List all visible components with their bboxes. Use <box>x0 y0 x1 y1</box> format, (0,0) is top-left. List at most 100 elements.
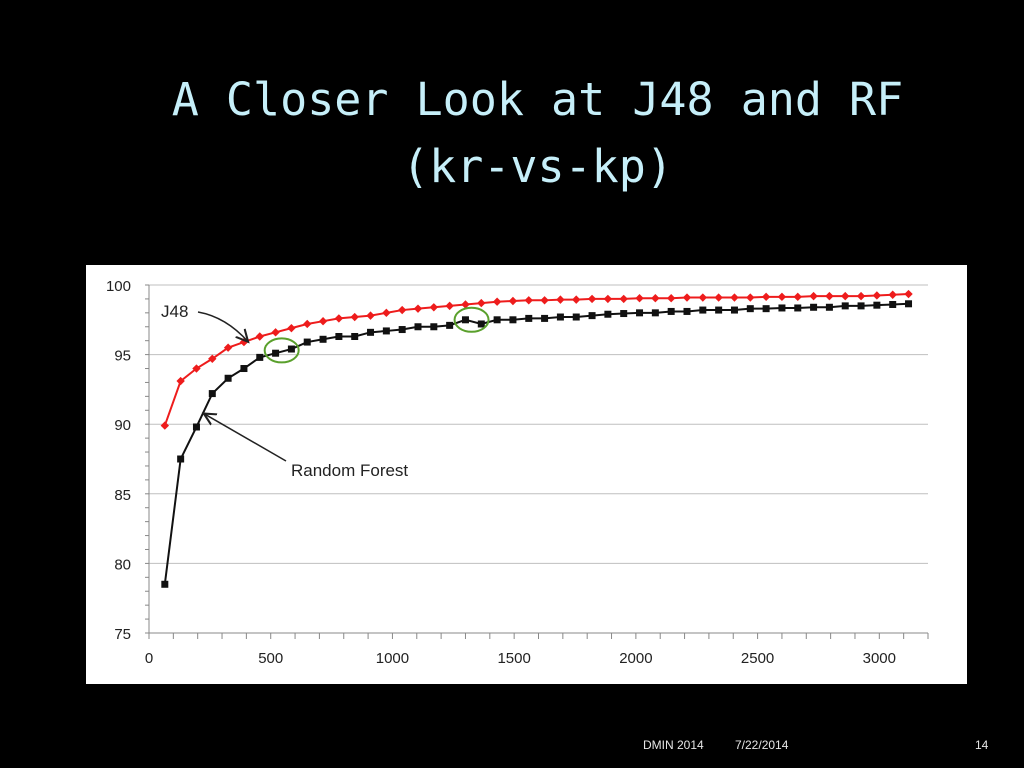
random-forest-point <box>525 314 533 322</box>
j48-annotation-label: J48 <box>161 302 188 321</box>
random-forest-point <box>287 345 295 353</box>
random-forest-point <box>604 310 612 318</box>
random-forest-point <box>303 338 311 346</box>
random-forest-point <box>572 313 580 321</box>
slide-title-line-2: (kr-vs-kp) <box>402 140 673 193</box>
j48-point <box>397 305 407 315</box>
j48-point <box>730 293 739 302</box>
j48-point <box>429 303 439 312</box>
random-forest-point <box>335 333 343 341</box>
highlight-circle <box>263 337 300 364</box>
random-forest-point <box>667 307 675 315</box>
y-tick-label: 95 <box>114 348 131 365</box>
j48-point <box>904 289 913 299</box>
j48-point <box>540 296 549 305</box>
slide-title: A Closer Look at J48 and RF (kr-vs-kp) <box>0 66 1024 200</box>
random-forest-point <box>541 314 549 322</box>
j48-point <box>825 291 834 301</box>
j48-point <box>856 291 866 301</box>
x-tick-label: 3000 <box>863 650 896 667</box>
j48-point <box>714 293 723 302</box>
series-layer <box>160 289 913 588</box>
j48-point <box>366 311 375 320</box>
j48-point <box>350 312 359 322</box>
j48-point <box>287 323 296 333</box>
j48-point <box>809 291 818 301</box>
j48-point <box>461 300 470 309</box>
random-forest-annotation-arrow <box>204 414 287 462</box>
random-forest-line <box>163 302 909 585</box>
random-forest-annotation-label: Random Forest <box>291 461 408 480</box>
random-forest-point <box>461 316 469 324</box>
j48-point <box>318 316 328 326</box>
random-forest-point <box>161 580 169 588</box>
grid-layer <box>149 284 928 564</box>
j48-point <box>160 421 170 430</box>
j48-point <box>334 314 344 323</box>
j48-point <box>445 301 454 311</box>
random-forest-point <box>762 305 770 313</box>
j48-point <box>651 294 660 303</box>
j48-point <box>524 296 533 305</box>
j48-point <box>382 308 391 318</box>
random-forest-point <box>319 335 327 343</box>
random-forest-point <box>588 312 596 320</box>
random-forest-point <box>430 323 438 331</box>
y-tick-label: 85 <box>114 487 131 504</box>
j48-point <box>208 354 217 363</box>
chart-panel: 75 80 85 90 95 100 0 500 1000 1500 2000 2500 3000 J4… <box>86 265 967 684</box>
random-forest-point <box>446 321 454 329</box>
x-tick-label: 2500 <box>741 650 774 667</box>
random-forest-point <box>414 323 422 331</box>
footer-page-number: 14 <box>975 738 989 752</box>
j48-point <box>176 376 185 386</box>
random-forest-point <box>351 333 359 341</box>
j48-point <box>508 296 518 306</box>
j48-point <box>841 291 850 301</box>
j48-point <box>793 292 802 302</box>
y-tick-label: 90 <box>114 417 131 434</box>
random-forest-point <box>825 303 833 311</box>
random-forest-point <box>620 310 628 318</box>
random-forest-point <box>272 349 280 357</box>
random-forest-point <box>208 390 216 398</box>
random-forest-point <box>636 309 644 317</box>
j48-point <box>761 292 771 302</box>
j48-point <box>619 294 628 304</box>
j48-point <box>698 293 708 302</box>
j48-point <box>682 293 692 302</box>
random-forest-point <box>651 309 659 317</box>
j48-point <box>492 297 502 306</box>
random-forest-point <box>367 328 375 336</box>
random-forest-point <box>857 302 865 310</box>
random-forest-point <box>382 327 390 335</box>
j48-point <box>223 343 233 352</box>
random-forest-point <box>778 304 786 312</box>
random-forest-point <box>177 455 185 463</box>
j48-point <box>603 294 613 304</box>
y-tick-label: 75 <box>114 626 131 643</box>
y-tick-label: 100 <box>106 278 131 295</box>
random-forest-point <box>873 301 881 309</box>
x-tick-label: 0 <box>145 650 153 667</box>
j48-point <box>255 332 264 341</box>
j48-annotation-arrow <box>197 311 248 342</box>
j48-point <box>303 319 312 329</box>
j48-point <box>746 293 755 302</box>
footer-date: 7/22/2014 <box>735 738 789 752</box>
random-forest-point <box>256 353 264 361</box>
x-tick-label: 1000 <box>376 650 409 667</box>
highlight-circle <box>453 306 490 333</box>
j48-point <box>271 328 280 337</box>
random-forest-point <box>889 300 897 308</box>
j48-point <box>666 294 676 303</box>
random-forest-point <box>192 423 200 431</box>
random-forest-point <box>493 316 501 324</box>
random-forest-point <box>715 306 723 314</box>
random-forest-point <box>683 307 691 315</box>
j48-point <box>239 337 249 347</box>
j48-point <box>572 295 581 304</box>
random-forest-point <box>746 305 754 313</box>
random-forest-point <box>905 300 913 308</box>
